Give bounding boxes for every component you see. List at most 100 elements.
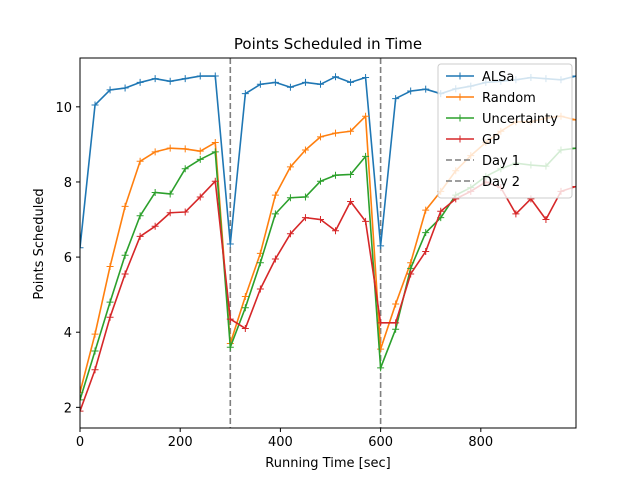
legend-marker-gp [456,135,464,143]
point-random [362,112,370,120]
point-gp [151,222,159,230]
point-gp [286,230,294,238]
point-alsa [121,84,129,92]
x-tick-label: 600 [368,435,393,450]
point-uncertainty [377,364,385,372]
y-tick-label: 6 [64,251,72,266]
point-uncertainty [241,304,249,312]
point-uncertainty [316,177,324,185]
point-alsa [316,80,324,88]
point-gp [316,216,324,224]
point-alsa [271,78,279,86]
point-alsa [196,72,204,80]
point-uncertainty [106,298,114,306]
point-uncertainty [91,347,99,355]
y-tick-label: 10 [55,101,72,116]
axes-frame [79,57,577,429]
point-random [392,300,400,308]
point-alsa [166,77,174,85]
axes: 0 200 400 600 800 2 4 6 8 10 [55,57,577,450]
point-uncertainty [196,155,204,163]
point-gp [437,207,445,215]
legend-label-uncertainty: Uncertainty [482,112,558,127]
point-gp [256,285,264,293]
point-alsa [181,75,189,83]
point-uncertainty [572,144,576,152]
point-uncertainty [271,210,279,218]
point-uncertainty [362,152,370,160]
point-gp [347,197,355,205]
point-alsa [407,87,415,95]
point-gp [91,366,99,374]
legend-marker-uncertainty [456,114,464,122]
point-random [136,157,144,165]
point-alsa [106,86,114,94]
point-random [572,116,576,124]
point-random [151,148,159,156]
point-random [422,206,430,214]
point-random [106,262,114,270]
legend-label-day-1: Day 1 [482,154,520,169]
point-gp [301,214,309,222]
point-alsa [332,73,340,81]
point-random [166,144,174,152]
point-alsa [377,242,385,250]
point-uncertainty [332,171,340,179]
point-alsa [226,240,234,248]
point-uncertainty [422,229,430,237]
point-random [347,127,355,135]
legend-label-alsa: ALSa [482,70,514,85]
point-random [377,345,385,353]
x-axis-label: Running Time [sec] [265,456,390,471]
legend-label-gp: GP [482,133,500,148]
point-gp [392,319,400,327]
point-alsa [422,85,430,93]
point-random [286,163,294,171]
point-gp [226,315,234,323]
point-alsa [151,75,159,83]
point-alsa [392,95,400,103]
point-gp [422,247,430,255]
point-alsa [256,80,264,88]
point-uncertainty [286,194,294,202]
legend: ALSa Random Uncertainty GP Day 1 Day 2 [437,63,573,199]
x-tick-label: 400 [268,435,293,450]
point-alsa [91,101,99,109]
x-tick-label: 0 [76,435,84,450]
point-uncertainty [226,343,234,351]
point-alsa [347,78,355,86]
point-alsa [241,90,249,98]
point-gp [362,217,370,225]
y-axis-label: Points Scheduled [32,188,47,299]
point-random [91,330,99,338]
point-gp [512,210,520,218]
point-random [316,133,324,141]
chart-title: Points Scheduled in Time [234,35,422,53]
point-uncertainty [256,259,264,267]
point-alsa [80,244,84,252]
point-alsa [301,78,309,86]
legend-marker-random [456,93,464,101]
point-random [181,145,189,153]
point-random [332,129,340,137]
point-alsa [572,72,576,80]
point-random [301,146,309,154]
point-uncertainty [151,188,159,196]
point-random [196,147,204,155]
point-gp [166,209,174,217]
point-gp [181,208,189,216]
point-uncertainty [301,193,309,201]
legend-label-day-2: Day 2 [482,175,520,190]
point-gp [542,216,550,224]
point-gp [332,227,340,235]
point-gp [241,324,249,332]
x-tick-label: 200 [168,435,193,450]
point-random [211,139,219,147]
point-gp [136,232,144,240]
point-uncertainty [166,190,174,198]
point-alsa [286,83,294,91]
point-gp [196,193,204,201]
y-tick-label: 2 [64,401,72,416]
point-uncertainty [347,170,355,178]
